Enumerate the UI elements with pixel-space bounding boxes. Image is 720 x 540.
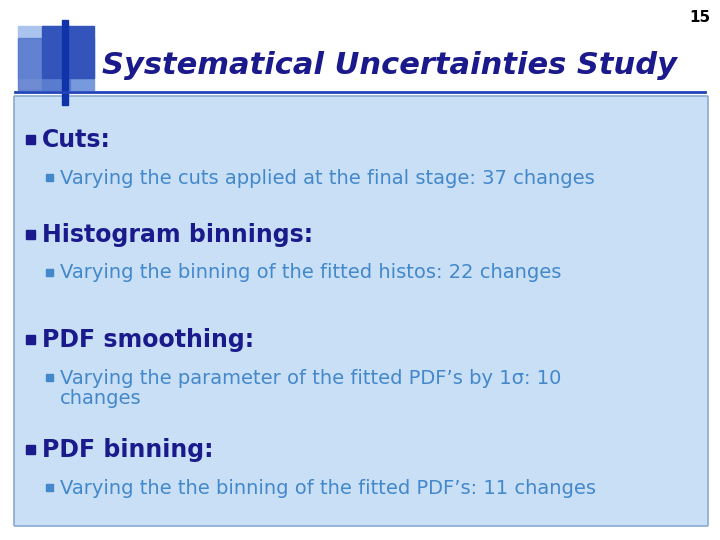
Bar [46,374,53,381]
Text: Varying the cuts applied at the final stage: 37 changes: Varying the cuts applied at the final st… [60,168,595,187]
Text: 15: 15 [689,10,710,25]
Bar [42,38,94,90]
Bar [18,38,70,90]
Text: Varying the the binning of the fitted PDF’s: 11 changes: Varying the the binning of the fitted PD… [60,478,596,497]
Text: PDF binning:: PDF binning: [42,438,214,462]
Bar [26,135,35,144]
Text: PDF smoothing:: PDF smoothing: [42,328,254,352]
Text: Varying the parameter of the fitted PDF’s by 1σ: 10: Varying the parameter of the fitted PDF’… [60,368,562,388]
Bar [26,335,35,344]
Bar [18,26,70,78]
Bar [46,174,53,181]
Text: Histogram binnings:: Histogram binnings: [42,223,313,247]
Bar [26,445,35,454]
Bar [46,484,53,491]
Text: changes: changes [60,388,142,408]
Bar [42,26,94,78]
Bar [26,230,35,239]
Bar [46,269,53,276]
Bar [62,20,68,105]
Text: Systematical Uncertainties Study: Systematical Uncertainties Study [102,51,678,79]
Text: Varying the binning of the fitted histos: 22 changes: Varying the binning of the fitted histos… [60,264,562,282]
Text: Cuts:: Cuts: [42,128,111,152]
FancyBboxPatch shape [14,96,708,526]
